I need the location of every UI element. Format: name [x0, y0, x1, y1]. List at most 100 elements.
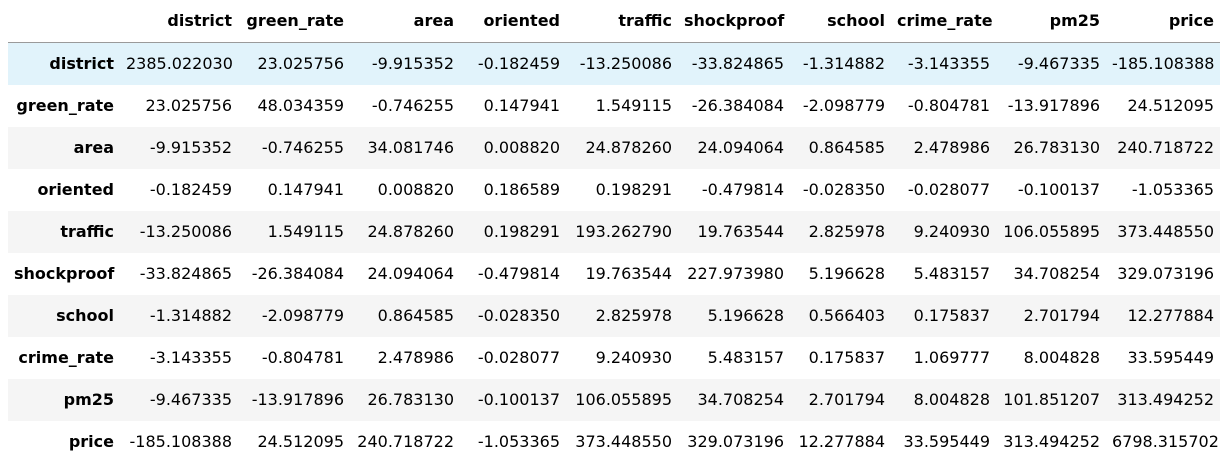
table-cell: -0.804781 [261, 348, 344, 367]
table-cell: -0.100137 [477, 390, 560, 409]
table-cell: 2.478986 [377, 348, 454, 367]
table-cell: 0.198291 [483, 222, 560, 241]
table-cell: 2.701794 [808, 390, 885, 409]
table-cell: 240.718722 [1117, 138, 1214, 157]
row-index-label: green_rate [16, 96, 114, 115]
table-cell: -0.804781 [907, 96, 990, 115]
table-cell: -0.746255 [371, 96, 454, 115]
table-cell: -9.915352 [149, 138, 232, 157]
table-cell: -2.098779 [802, 96, 885, 115]
table-cell: 9.240930 [913, 222, 990, 241]
table-cell: 23.025756 [145, 96, 232, 115]
table-cell: 8.004828 [913, 390, 990, 409]
table-cell: 313.494252 [1003, 432, 1100, 451]
column-header: oriented [460, 0, 566, 43]
column-header: school [790, 0, 891, 43]
index-header-blank [8, 0, 120, 43]
row-index-label: school [56, 306, 114, 325]
table-cell: 23.025756 [257, 54, 344, 73]
table-row: crime_rate -3.143355 -0.804781 2.478986 -0.0… [8, 337, 1220, 379]
table-cell: 0.864585 [377, 306, 454, 325]
table-cell: 24.512095 [1127, 96, 1214, 115]
row-index-label: district [49, 54, 114, 73]
table-cell: -13.917896 [251, 390, 344, 409]
table-cell: 1.069777 [913, 348, 990, 367]
table-cell: 0.008820 [483, 138, 560, 157]
row-index-label: pm25 [63, 390, 114, 409]
table-cell: -1.314882 [149, 306, 232, 325]
table-cell: 26.783130 [367, 390, 454, 409]
table-cell: 9.240930 [595, 348, 672, 367]
table-cell: -0.182459 [477, 54, 560, 73]
header-row: district green_rate area oriented traffi… [8, 0, 1220, 43]
row-index-label: crime_rate [18, 348, 114, 367]
table-cell: 0.147941 [267, 180, 344, 199]
table-cell: 33.595449 [1127, 348, 1214, 367]
table-cell: -0.746255 [261, 138, 344, 157]
table-cell: 24.878260 [585, 138, 672, 157]
column-header: green_rate [238, 0, 350, 43]
column-header: crime_rate [891, 0, 996, 43]
table-body: district 2385.022030 23.025756 -9.915352 -0.… [8, 42, 1220, 463]
table-cell: 24.094064 [697, 138, 784, 157]
table-cell: -0.028350 [477, 306, 560, 325]
table-cell: -0.100137 [1017, 180, 1100, 199]
table-cell: 19.763544 [697, 222, 784, 241]
table-cell: 0.147941 [483, 96, 560, 115]
column-header: shockproof [678, 0, 790, 43]
table-cell: 373.448550 [575, 432, 672, 451]
table-cell: -0.028350 [802, 180, 885, 199]
table-row: pm25 -9.467335 -13.917896 26.783130 -0.10013… [8, 379, 1220, 421]
table-cell: -9.467335 [149, 390, 232, 409]
table-header: district green_rate area oriented traffi… [8, 0, 1220, 43]
table-cell: 34.081746 [367, 138, 454, 157]
table-cell: 193.262790 [575, 222, 672, 241]
row-index-label: area [73, 138, 114, 157]
table-cell: 0.008820 [377, 180, 454, 199]
table-cell: -1.314882 [802, 54, 885, 73]
table-cell: -33.824865 [691, 54, 784, 73]
table-cell: -1.053365 [1131, 180, 1214, 199]
table-cell: -26.384084 [251, 264, 344, 283]
table-cell: -13.917896 [1007, 96, 1100, 115]
table-row: shockproof -33.824865 -26.384084 24.094064 -… [8, 253, 1220, 295]
table-cell: 329.073196 [1117, 264, 1214, 283]
table-cell: -26.384084 [691, 96, 784, 115]
table-cell: -3.143355 [907, 54, 990, 73]
table-cell: 373.448550 [1117, 222, 1214, 241]
table-cell: -13.250086 [139, 222, 232, 241]
table-cell: 0.175837 [808, 348, 885, 367]
table-cell: -185.108388 [1112, 54, 1215, 73]
row-index-label: price [68, 432, 114, 451]
table-cell: 227.973980 [687, 264, 784, 283]
table-cell: 1.549115 [267, 222, 344, 241]
table-cell: 2.825978 [595, 306, 672, 325]
table-cell: -0.182459 [149, 180, 232, 199]
table-cell: 2.701794 [1023, 306, 1100, 325]
table-row: school -1.314882 -2.098779 0.864585 -0.02835… [8, 295, 1220, 337]
table-cell: 1.549115 [595, 96, 672, 115]
table-cell: 5.196628 [707, 306, 784, 325]
row-index-label: oriented [37, 180, 114, 199]
row-index-label: traffic [60, 222, 114, 241]
table-row: oriented -0.182459 0.147941 0.008820 0.18658… [8, 169, 1220, 211]
table-cell: -13.250086 [579, 54, 672, 73]
table-cell: 0.186589 [483, 180, 560, 199]
table-row: area -9.915352 -0.746255 34.081746 0.008820 2… [8, 127, 1220, 169]
column-header: pm25 [996, 0, 1106, 43]
table-cell: 19.763544 [585, 264, 672, 283]
table-cell: -0.028077 [477, 348, 560, 367]
table-cell: 12.277884 [1127, 306, 1214, 325]
table-row: district 2385.022030 23.025756 -9.915352 -0.… [8, 42, 1220, 85]
table-cell: 12.277884 [798, 432, 885, 451]
table-cell: -2.098779 [261, 306, 344, 325]
covariance-table: district green_rate area oriented traffi… [8, 0, 1220, 463]
table-row: price -185.108388 24.512095 240.718722 -1.05… [8, 421, 1220, 463]
table-cell: -185.108388 [129, 432, 232, 451]
table-cell: -1.053365 [477, 432, 560, 451]
column-header: area [350, 0, 460, 43]
table-cell: 33.595449 [903, 432, 990, 451]
table-cell: 5.483157 [913, 264, 990, 283]
table-cell: 5.483157 [707, 348, 784, 367]
